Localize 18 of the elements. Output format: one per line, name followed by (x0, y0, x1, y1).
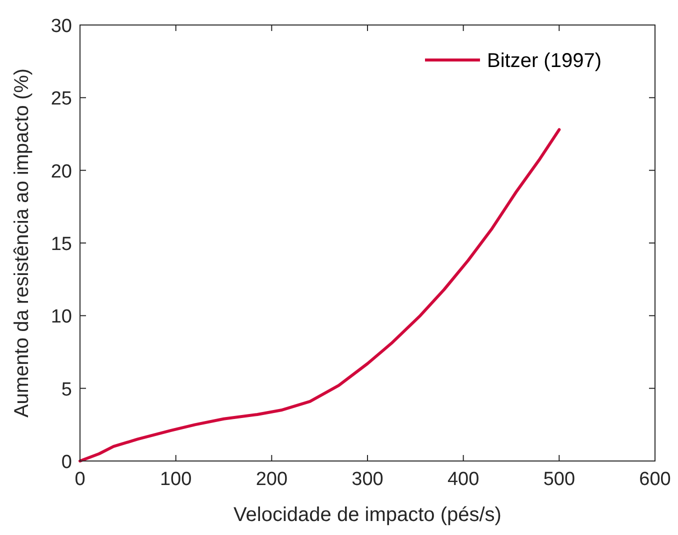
y-tick-label: 20 (50, 161, 72, 182)
y-tick-label: 0 (61, 452, 72, 473)
legend-label: Bitzer (1997) (487, 50, 602, 72)
y-tick-label: 5 (61, 379, 72, 400)
y-tick-label: 15 (50, 234, 72, 255)
x-tick-label: 100 (160, 469, 192, 490)
x-axis-title: Velocidade de impacto (pés/s) (234, 504, 502, 526)
x-tick-label: 500 (543, 469, 576, 490)
y-axis-title: Aumento da resistência ao impacto (%) (11, 68, 33, 418)
y-tick-label: 10 (50, 306, 72, 328)
y-tick-label: 30 (50, 16, 72, 37)
x-tick-label: 300 (352, 469, 384, 490)
x-tick-label: 600 (639, 469, 671, 490)
y-tick-label: 25 (50, 88, 72, 110)
x-tick-label: 400 (447, 469, 480, 490)
x-tick-label: 200 (256, 469, 288, 490)
line-series (78, 128, 561, 462)
x-tick-label: 0 (74, 469, 86, 490)
